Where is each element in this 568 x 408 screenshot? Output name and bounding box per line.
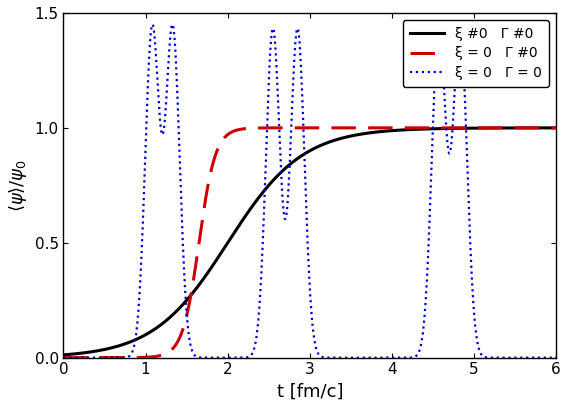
Y-axis label: $\langle\psi\rangle/\psi_0$: $\langle\psi\rangle/\psi_0$ [7,159,29,212]
Legend: ξ #0   Γ #0, ξ = 0   Γ #0, ξ = 0   Γ = 0: ξ #0 Γ #0, ξ = 0 Γ #0, ξ = 0 Γ = 0 [403,20,549,87]
X-axis label: t [fm/c]: t [fm/c] [277,383,343,401]
